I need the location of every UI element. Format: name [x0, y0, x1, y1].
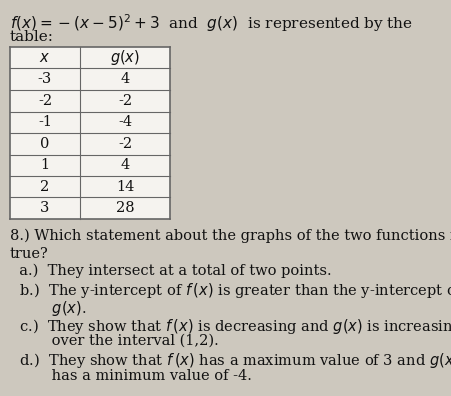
- Text: 4: 4: [120, 72, 129, 86]
- Text: $g(x)$: $g(x)$: [110, 48, 140, 67]
- Text: 28: 28: [115, 201, 134, 215]
- Text: 4: 4: [120, 158, 129, 172]
- Text: $g(x)$.: $g(x)$.: [10, 299, 86, 318]
- Text: -4: -4: [118, 115, 132, 129]
- Text: $f(x) = -(x-5)^2 + 3$  and  $g(x)$  is represented by the: $f(x) = -(x-5)^2 + 3$ and $g(x)$ is repr…: [10, 12, 412, 34]
- Text: 3: 3: [40, 201, 50, 215]
- Text: -2: -2: [118, 137, 132, 151]
- Text: true?: true?: [10, 246, 49, 261]
- Text: c.)  They show that $f\,(x)$ is decreasing and $g(x)$ is increasing: c.) They show that $f\,(x)$ is decreasin…: [10, 316, 451, 335]
- Text: -2: -2: [118, 94, 132, 108]
- Text: 2: 2: [40, 180, 50, 194]
- Text: 1: 1: [40, 158, 50, 172]
- Text: b.)  The y-intercept of $f\,(x)$ is greater than the y-intercept of: b.) The y-intercept of $f\,(x)$ is great…: [10, 282, 451, 301]
- Bar: [10, 47, 170, 219]
- Text: 0: 0: [40, 137, 50, 151]
- Text: 14: 14: [115, 180, 134, 194]
- Text: over the interval (1,2).: over the interval (1,2).: [10, 334, 218, 348]
- Text: -3: -3: [38, 72, 52, 86]
- Text: $x$: $x$: [39, 51, 51, 65]
- Text: -1: -1: [38, 115, 52, 129]
- Text: table:: table:: [10, 30, 54, 44]
- Text: 8.) Which statement about the graphs of the two functions is: 8.) Which statement about the graphs of …: [10, 229, 451, 244]
- Text: d.)  They show that $f\,(x)$ has a maximum value of 3 and $g(x)$: d.) They show that $f\,(x)$ has a maximu…: [10, 352, 451, 371]
- Text: has a minimum value of -4.: has a minimum value of -4.: [10, 369, 251, 383]
- Text: a.)  They intersect at a total of two points.: a.) They intersect at a total of two poi…: [10, 264, 331, 278]
- Text: -2: -2: [38, 94, 52, 108]
